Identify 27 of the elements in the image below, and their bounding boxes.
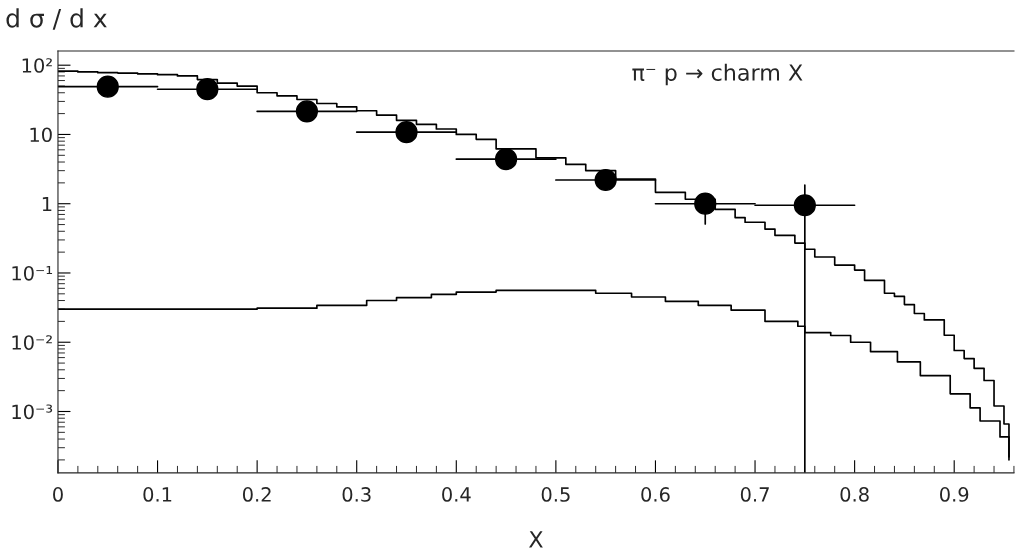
chart-title: d σ / d x <box>6 8 107 30</box>
annotation: π⁻ p → charm X <box>632 63 803 86</box>
x-tick-label: 0.5 <box>541 487 570 502</box>
x-tick-label: 0.8 <box>840 487 869 502</box>
x-tick-label: 0.7 <box>740 487 769 502</box>
y-tick-label: 10⁻² <box>12 335 52 350</box>
x-tick-label: 0.4 <box>442 487 471 502</box>
point <box>494 148 518 171</box>
y-tick-label: 10⁻¹ <box>12 265 53 281</box>
point <box>793 194 816 217</box>
y-tick-label: 10⁻³ <box>12 404 53 420</box>
x-tick-label: 0.3 <box>342 487 371 502</box>
point <box>295 100 319 123</box>
x-tick-label: 0.6 <box>641 487 670 502</box>
x-tick-label: 0.1 <box>143 487 172 502</box>
point <box>694 192 717 215</box>
y-tick-label: 10² <box>22 58 52 73</box>
x-tick-label: 0 <box>53 487 63 502</box>
point <box>96 75 119 98</box>
point <box>196 78 219 101</box>
x-tick-label: 0.9 <box>940 487 969 502</box>
x-tick-label: 0.2 <box>242 487 271 502</box>
y-tick-label: 1 <box>42 196 52 212</box>
y-tick-label: 10 <box>30 127 52 143</box>
x-axis-title: X <box>529 531 543 548</box>
point <box>395 121 418 144</box>
point <box>594 168 617 192</box>
